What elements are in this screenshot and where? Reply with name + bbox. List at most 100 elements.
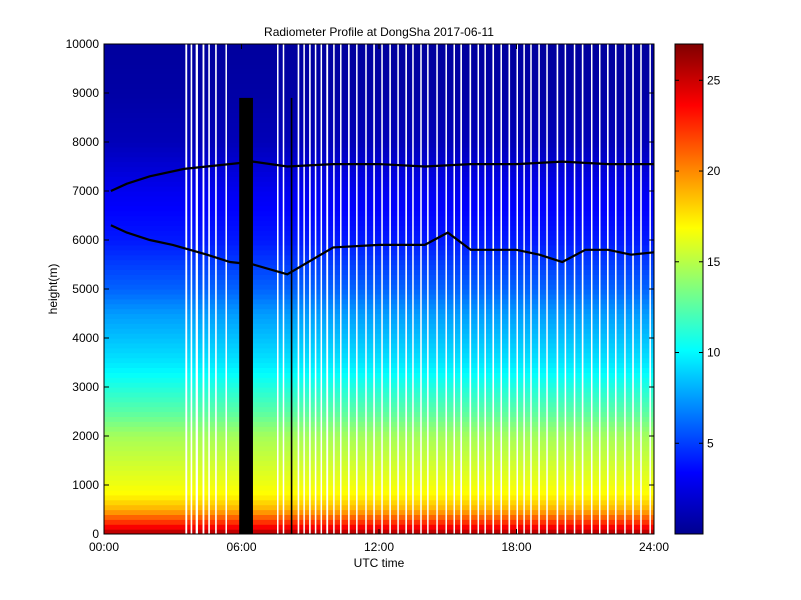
heatmap-band — [104, 509, 654, 515]
heatmap-band — [104, 436, 654, 442]
missing-data-gap — [581, 44, 584, 534]
heatmap-band — [104, 181, 654, 187]
missing-data-gap — [397, 44, 399, 534]
heatmap-band — [104, 416, 654, 422]
missing-data-gap — [348, 44, 350, 534]
missing-data-gap — [632, 44, 634, 534]
heatmap-band — [104, 347, 654, 354]
heatmap-band — [104, 48, 654, 55]
missing-data-gap — [208, 44, 210, 534]
y-tick-label: 0 — [92, 527, 99, 541]
y-axis: 0 1000 2000 3000 4000 5000 6000 7000 8000 9000 100… — [66, 37, 654, 541]
missing-data-gap — [297, 44, 300, 534]
heatmap-band — [104, 289, 654, 295]
colorbar-tick-label: 25 — [707, 73, 721, 87]
missing-data-gap — [445, 44, 447, 534]
heatmap-band — [104, 338, 654, 344]
missing-data-gap — [320, 44, 323, 534]
missing-data-gap — [405, 44, 407, 534]
heatmap-band — [104, 421, 654, 427]
heatmap-band — [104, 63, 654, 70]
heatmap-band — [104, 303, 654, 310]
heatmap-band — [104, 455, 654, 462]
heatmap-band — [104, 132, 654, 138]
missing-data-gap — [546, 44, 548, 534]
heatmap-band — [104, 249, 654, 256]
missing-data-gap — [412, 44, 414, 534]
missing-data-gap — [538, 44, 540, 534]
heatmap-band — [104, 465, 654, 471]
heatmap-band — [104, 445, 654, 452]
heatmap-band — [104, 362, 654, 368]
heatmap-band — [104, 333, 654, 339]
heatmap-band — [104, 58, 654, 65]
missing-data-gap — [277, 44, 279, 534]
missing-data-gap — [427, 44, 429, 534]
heatmap-band — [104, 426, 654, 432]
heatmap-band — [104, 127, 654, 133]
heatmap-band — [104, 293, 654, 300]
colorbar-tick-label: 10 — [707, 346, 721, 360]
heatmap-band — [104, 480, 654, 486]
missing-data-gap — [523, 44, 525, 534]
heatmap-band — [104, 220, 654, 226]
missing-data-gap — [225, 44, 227, 534]
heatmap-band — [104, 284, 654, 290]
missing-data-gap — [615, 44, 617, 534]
colorbar-tick-label: 5 — [707, 436, 714, 450]
missing-data-gap — [640, 44, 642, 534]
heatmap-band — [104, 372, 654, 378]
missing-data-gap — [356, 44, 358, 534]
heatmap-band — [104, 151, 654, 158]
y-tick-label: 10000 — [66, 37, 100, 51]
heatmap-band — [104, 396, 654, 403]
heatmap-band — [104, 494, 654, 501]
colorbar-tick-label: 20 — [707, 164, 721, 178]
missing-data-gap — [389, 44, 391, 534]
heatmap-band — [104, 411, 654, 417]
x-tick-label: 12:00 — [364, 540, 394, 554]
heatmap-band — [104, 254, 654, 261]
x-axis: 00:00 06:00 12:00 18:00 24:00 — [89, 44, 669, 554]
missing-data-gap — [190, 44, 193, 534]
heatmap-band — [104, 308, 654, 315]
missing-data-gap — [202, 44, 205, 534]
heatmap-band — [104, 117, 654, 123]
missing-data-gap — [556, 44, 559, 534]
heatmap-band — [104, 230, 654, 236]
heatmap-band — [104, 195, 654, 202]
contour-lower — [110, 224, 654, 276]
y-tick-label: 9000 — [72, 86, 99, 100]
missing-data-gap — [530, 44, 532, 534]
missing-data-gap — [381, 44, 383, 534]
heatmap-band — [104, 377, 654, 383]
y-tick-label: 6000 — [72, 233, 99, 247]
heatmap-band — [104, 298, 654, 305]
y-tick-label: 2000 — [72, 429, 99, 443]
missing-data-gap — [624, 44, 626, 534]
heatmap-band — [104, 352, 654, 359]
heatmap-band — [104, 264, 654, 270]
heatmap-band — [104, 73, 654, 79]
heatmap-band — [104, 107, 654, 114]
heatmap-band — [104, 367, 654, 373]
heatmap-band — [104, 460, 654, 466]
y-tick-label: 5000 — [72, 282, 99, 296]
heatmap-band — [104, 313, 654, 319]
missing-data-gap — [590, 44, 593, 534]
heatmap-band — [104, 122, 654, 128]
heatmap-band — [104, 391, 654, 398]
heatmap-band — [104, 186, 654, 192]
heatmap-band — [104, 215, 654, 221]
heatmap-band — [104, 225, 654, 231]
heatmap-band — [104, 342, 654, 349]
heatmap-band — [104, 83, 654, 89]
heatmap-band — [104, 514, 654, 520]
missing-data-gaps — [185, 44, 651, 534]
missing-data-gap — [314, 44, 317, 534]
missing-data-gap — [500, 44, 502, 534]
heatmap-band — [104, 205, 654, 212]
heatmap-band — [104, 328, 654, 334]
heatmap-band — [104, 171, 654, 177]
y-tick-label: 3000 — [72, 380, 99, 394]
